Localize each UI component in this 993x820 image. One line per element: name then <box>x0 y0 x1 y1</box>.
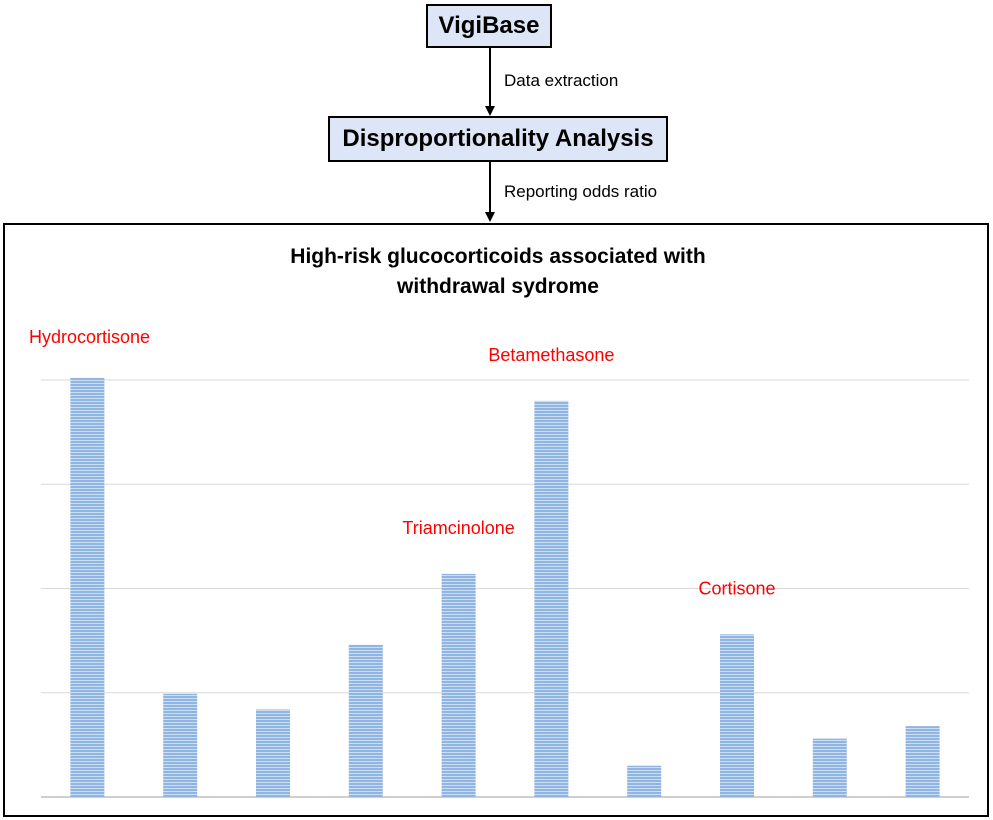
panel-title-line-2: withdrawal sydrome <box>397 275 599 298</box>
bar-5 <box>534 400 569 797</box>
drug-label-triamcinolone: Triamcinolone <box>402 518 514 538</box>
results-panel: High-risk glucocorticoids associated wit… <box>3 223 989 817</box>
arrow-extraction <box>485 48 495 116</box>
bar-0 <box>70 377 105 797</box>
bar-9 <box>905 726 940 797</box>
drug-label-hydrocortisone: Hydrocortisone <box>29 327 150 347</box>
disproportionality-label: Disproportionality Analysis <box>342 125 654 152</box>
vigibase-label: VigiBase <box>438 12 540 39</box>
reporting-odds-ratio-label: Reporting odds ratio <box>504 182 658 201</box>
vigibase-box: VigiBase <box>426 4 552 48</box>
bar-4 <box>441 573 476 797</box>
arrow-ror <box>485 162 495 222</box>
bar-2 <box>256 709 290 797</box>
drug-label-betamethasone: Betamethasone <box>488 345 614 365</box>
arrow-head-icon <box>485 212 495 222</box>
arrow-shaft <box>489 48 491 108</box>
glucocorticoid-bar-chart: Hydrocortisone Betamethasone Triamcinolone… <box>29 327 969 798</box>
drug-label-cortisone: Cortisone <box>698 578 775 598</box>
bar-1 <box>163 693 198 797</box>
bar-3 <box>348 644 383 797</box>
panel-title-line-1: High-risk glucocorticoids associated wit… <box>290 245 706 268</box>
arrow-shaft <box>489 162 491 214</box>
bar-7 <box>720 634 754 797</box>
bar-8 <box>812 738 847 797</box>
arrow-head-icon <box>485 106 495 116</box>
disproportionality-box: Disproportionality Analysis <box>328 116 668 162</box>
data-extraction-label: Data extraction <box>504 71 619 90</box>
bar-6 <box>627 765 662 797</box>
